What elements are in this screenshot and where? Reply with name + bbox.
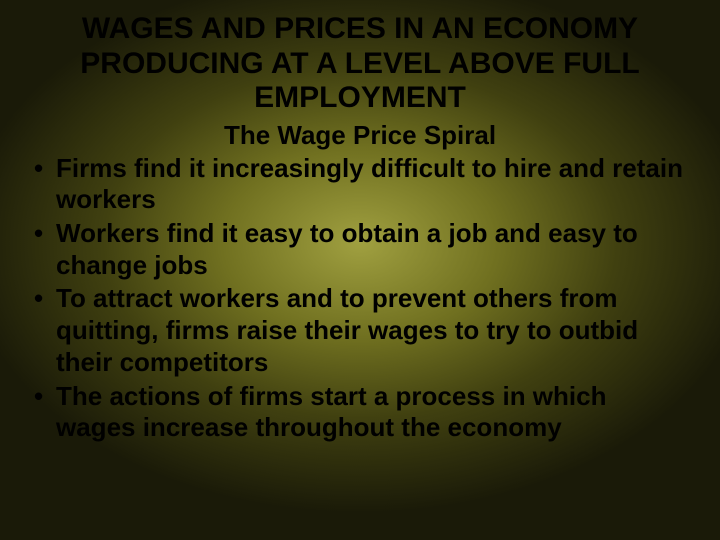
bullet-list: Firms find it increasingly difficult to … bbox=[28, 153, 692, 446]
slide-subtitle: The Wage Price Spiral bbox=[28, 120, 692, 151]
bullet-item: To attract workers and to prevent others… bbox=[28, 283, 692, 378]
slide: WAGES AND PRICES IN AN ECONOMY PRODUCING… bbox=[0, 0, 720, 540]
bullet-item: Firms find it increasingly difficult to … bbox=[28, 153, 692, 216]
bullet-item: The actions of firms start a process in … bbox=[28, 381, 692, 444]
bullet-item: Workers find it easy to obtain a job and… bbox=[28, 218, 692, 281]
slide-title: WAGES AND PRICES IN AN ECONOMY PRODUCING… bbox=[28, 12, 692, 116]
